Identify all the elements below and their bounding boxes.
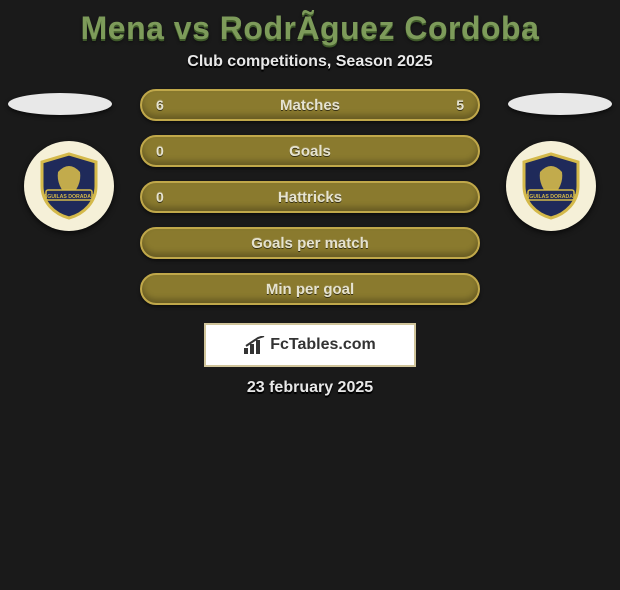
stat-value-left: 0 <box>156 189 164 205</box>
bar-chart-icon <box>244 336 266 354</box>
shield-icon: AGUILAS DORADAS <box>38 152 100 220</box>
stat-pill-matches: 6 Matches 5 <box>140 89 480 121</box>
stat-label: Goals <box>289 143 331 160</box>
stat-pill-goals-per-match: Goals per match <box>140 227 480 259</box>
stat-label: Matches <box>280 97 340 114</box>
stat-label: Hattricks <box>278 189 342 206</box>
stat-pill-min-per-goal: Min per goal <box>140 273 480 305</box>
shield-icon: AGUILAS DORADAS <box>520 152 582 220</box>
team-badge-left-text: AGUILAS DORADAS <box>43 194 95 200</box>
page-title: Mena vs RodrÃ­guez Cordoba <box>0 10 620 47</box>
stat-value-left: 6 <box>156 97 164 113</box>
stat-pill-hattricks: 0 Hattricks <box>140 181 480 213</box>
subtitle: Club competitions, Season 2025 <box>0 53 620 71</box>
player-ellipse-left <box>8 93 112 115</box>
stat-label: Min per goal <box>266 281 354 298</box>
team-badge-right-text: AGUILAS DORADAS <box>525 194 577 200</box>
stat-pill-goals: 0 Goals <box>140 135 480 167</box>
player-ellipse-right <box>508 93 612 115</box>
team-badge-right: AGUILAS DORADAS <box>506 141 596 231</box>
stat-pill-list: 6 Matches 5 0 Goals 0 Hattricks Goals pe… <box>140 89 480 305</box>
stat-value-right: 5 <box>456 97 464 113</box>
comparison-area: AGUILAS DORADAS AGUILAS DORADAS 6 Matche… <box>0 89 620 397</box>
team-badge-left: AGUILAS DORADAS <box>24 141 114 231</box>
site-credit: FcTables.com <box>204 323 416 367</box>
stat-value-left: 0 <box>156 143 164 159</box>
date-label: 23 february 2025 <box>14 379 606 397</box>
site-credit-text: FcTables.com <box>270 336 376 354</box>
stat-label: Goals per match <box>251 235 369 252</box>
